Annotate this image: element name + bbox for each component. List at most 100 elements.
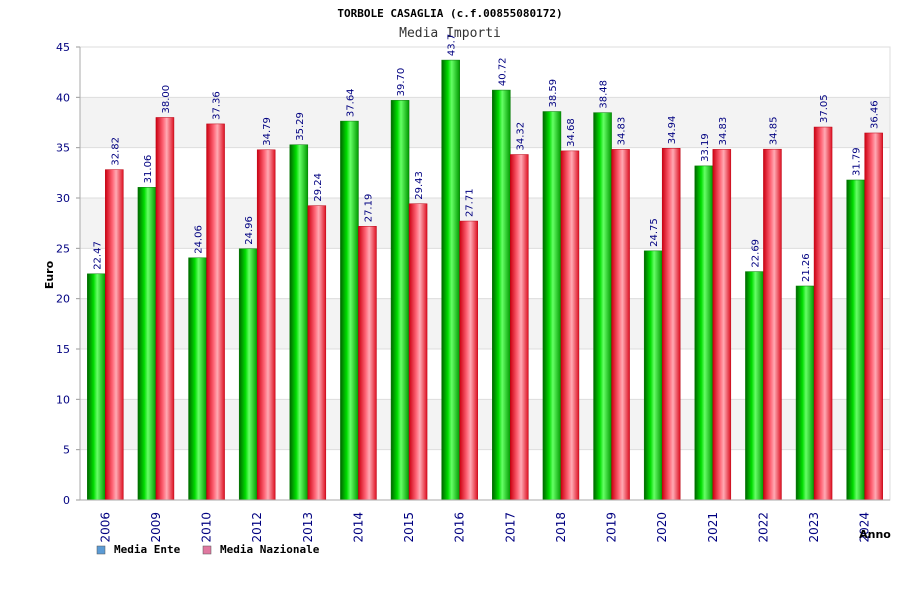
bar-media-ente — [643, 250, 663, 501]
data-label: 34.83 — [617, 117, 628, 146]
y-axis-ticks: 0 5 10 15 20 25 30 35 40 45 — [56, 41, 80, 507]
bar-media-ente — [542, 111, 562, 501]
data-label: 24.96 — [244, 216, 255, 245]
x-tick-label: 2016 — [453, 512, 467, 543]
x-tick-label: 2017 — [503, 512, 517, 543]
x-tick-label: 2014 — [351, 512, 365, 543]
x-axis-label: Anno — [859, 528, 891, 541]
data-label: 34.85 — [768, 117, 779, 146]
x-tick-label: 2021 — [706, 512, 720, 543]
bar-media-ente — [87, 273, 106, 501]
data-label: 34.68 — [566, 118, 577, 147]
data-label: 37.64 — [345, 88, 356, 117]
data-label: 37.05 — [819, 94, 830, 123]
data-label: 27.71 — [465, 188, 476, 217]
legend-swatch-media-ente — [96, 545, 106, 555]
x-tick-label: 2015 — [402, 512, 416, 543]
y-tick-label: 15 — [56, 343, 70, 356]
bar-media-nazionale — [813, 126, 833, 501]
data-label: 27.19 — [363, 194, 374, 223]
data-label: 37.36 — [212, 91, 223, 120]
data-label: 34.32 — [515, 122, 526, 151]
bar-media-ente — [846, 179, 865, 501]
grid-band — [80, 47, 890, 98]
x-tick-label: 2009 — [149, 512, 163, 543]
bar-media-ente — [238, 248, 258, 501]
data-label: 40.72 — [497, 57, 508, 86]
data-label: 39.70 — [396, 68, 407, 97]
data-label: 35.29 — [295, 112, 306, 141]
data-label: 38.00 — [161, 85, 172, 114]
legend: Media Ente Media Nazionale — [96, 543, 320, 556]
y-tick-label: 5 — [63, 444, 70, 457]
bar-media-ente — [390, 100, 410, 501]
bar-media-ente — [745, 271, 764, 501]
y-tick-label: 40 — [56, 91, 70, 104]
bar-media-nazionale — [712, 149, 732, 501]
x-tick-label: 2024 — [858, 512, 872, 543]
data-label: 31.79 — [852, 147, 863, 176]
bar-media-nazionale — [155, 117, 175, 501]
bar-media-nazionale — [611, 149, 630, 501]
data-label: 29.43 — [414, 171, 425, 200]
y-tick-label: 45 — [56, 41, 70, 54]
data-label: 32.82 — [110, 137, 121, 166]
y-tick-label: 25 — [56, 242, 70, 255]
bar-media-nazionale — [408, 203, 428, 501]
y-tick-label: 35 — [56, 142, 70, 155]
bar-media-ente — [492, 89, 511, 501]
bar-media-ente — [593, 112, 612, 501]
y-tick-label: 20 — [56, 293, 70, 306]
bar-media-nazionale — [307, 205, 327, 501]
bar-media-nazionale — [105, 169, 124, 501]
bar-media-nazionale — [256, 149, 276, 501]
data-label: 22.47 — [92, 241, 103, 270]
x-tick-label: 2019 — [605, 512, 619, 543]
bar-media-ente — [188, 257, 207, 501]
x-tick-label: 2023 — [807, 512, 821, 543]
data-label: 34.94 — [667, 116, 678, 145]
bar-media-ente — [441, 59, 460, 501]
legend-swatch-media-nazionale — [202, 545, 212, 555]
x-tick-label: 2013 — [301, 512, 315, 543]
chart-subtitle: Media Importi — [399, 26, 501, 41]
bar-media-ente — [795, 285, 815, 501]
data-label: 43.7 — [447, 34, 458, 56]
x-tick-label: 2020 — [655, 512, 669, 543]
x-tick-label: 2006 — [98, 512, 112, 543]
bar-media-nazionale — [560, 150, 580, 501]
y-axis-label: Euro — [43, 260, 56, 289]
bar-media-nazionale — [358, 226, 377, 501]
data-label: 38.48 — [599, 80, 610, 109]
data-label: 31.06 — [143, 155, 154, 184]
bar-media-ente — [137, 187, 157, 501]
y-tick-label: 30 — [56, 192, 70, 205]
y-tick-label: 10 — [56, 393, 70, 406]
data-label: 29.24 — [313, 173, 324, 202]
data-label: 21.26 — [801, 253, 812, 282]
bar-media-nazionale — [206, 123, 225, 501]
bar-media-nazionale — [763, 148, 782, 501]
bar-media-nazionale — [510, 154, 529, 501]
data-label: 24.75 — [649, 218, 660, 247]
data-label: 36.46 — [870, 100, 881, 129]
bar-media-nazionale — [661, 148, 681, 501]
legend-label-media-ente: Media Ente — [114, 543, 181, 556]
legend-label-media-nazionale: Media Nazionale — [220, 543, 320, 556]
bar-media-nazionale — [459, 220, 478, 501]
bar-media-nazionale — [864, 132, 883, 501]
y-tick-label: 0 — [63, 494, 70, 507]
x-axis-ticks: 2006 2009 2010 2012 2013 2014 2015 2016 2017 2018… — [98, 512, 871, 543]
bar-media-ente — [289, 144, 309, 501]
x-tick-label: 2022 — [756, 512, 770, 543]
x-tick-label: 2018 — [554, 512, 568, 543]
bars: 22.47 32.82 31.06 38.00 24.06 37.36 24.96 34.79… — [87, 34, 883, 501]
x-tick-label: 2012 — [250, 512, 264, 543]
x-tick-label: 2010 — [200, 512, 214, 543]
data-label: 24.06 — [194, 225, 205, 254]
data-label: 34.83 — [718, 117, 729, 146]
data-label: 22.69 — [750, 239, 761, 268]
bar-media-ente — [694, 165, 714, 501]
